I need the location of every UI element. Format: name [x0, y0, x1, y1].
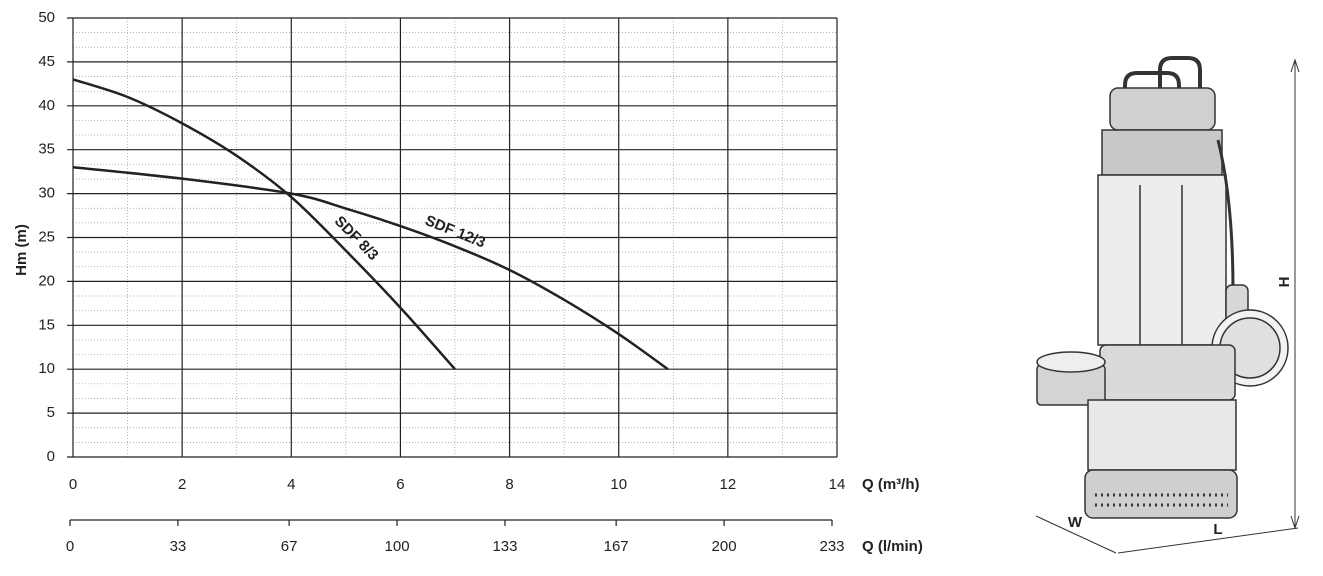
y-tick-label: 25	[38, 228, 55, 245]
x2-tick-label: 0	[66, 538, 74, 555]
y-tick-label: 40	[38, 97, 55, 114]
x2-tick-label: 200	[712, 538, 737, 555]
x-tick-label: 0	[69, 476, 77, 493]
y-tick-label: 20	[38, 272, 55, 289]
x-tick-label: 8	[505, 476, 513, 493]
y-tick-label: 5	[47, 404, 55, 421]
x2-tick-label: 100	[385, 538, 410, 555]
y-tick-label: 15	[38, 316, 55, 333]
x2-tick-label: 133	[492, 538, 517, 555]
y-tick-label: 45	[38, 53, 55, 70]
length-label: L	[1213, 521, 1222, 538]
width-label: W	[1068, 514, 1083, 531]
x2-tick-label: 33	[170, 538, 187, 555]
y-tick-label: 50	[38, 9, 55, 26]
x-tick-label: 10	[610, 476, 627, 493]
x2-tick-label: 167	[604, 538, 629, 555]
y-tick-label: 30	[38, 185, 55, 202]
pump-drawing	[1035, 56, 1300, 554]
x-axis-label: Q (m³/h)	[862, 476, 920, 493]
y-tick-label: 10	[38, 360, 55, 377]
y-tick-label: 0	[47, 448, 55, 465]
height-label: H	[1276, 277, 1293, 288]
series-line	[72, 166, 669, 371]
x-tick-label: 6	[396, 476, 404, 493]
x-tick-label: 14	[829, 476, 846, 493]
x-tick-label: 2	[178, 476, 186, 493]
series-line	[72, 78, 456, 371]
x2-tick-label: 67	[281, 538, 298, 555]
x-tick-label: 12	[720, 476, 737, 493]
x2-axis-label: Q (l/min)	[862, 538, 923, 555]
y-axis-label: Hm (m)	[13, 224, 30, 276]
series-label: SDF 8/3	[331, 213, 382, 264]
y-tick-label: 35	[38, 141, 55, 158]
x-tick-label: 4	[287, 476, 295, 493]
x2-tick-label: 233	[819, 538, 844, 555]
